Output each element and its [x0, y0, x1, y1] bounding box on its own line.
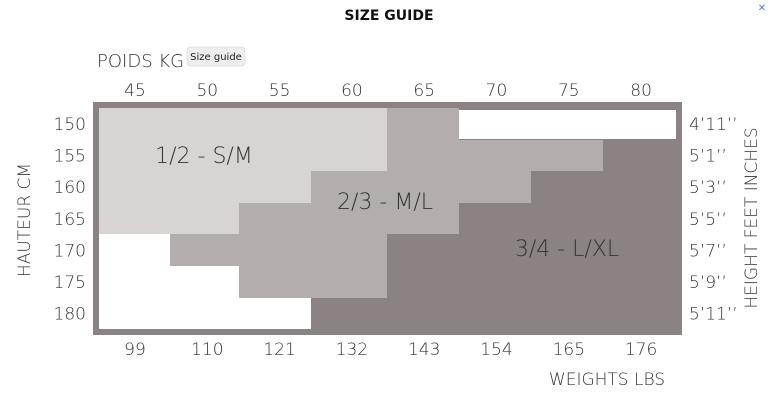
right-tick-label: 5’11’’	[689, 305, 738, 325]
bottom-axis-title: WEIGHTS LBS	[549, 370, 665, 390]
left-axis-title: HAUTEUR CM	[15, 163, 35, 277]
zone-cell	[99, 203, 239, 234]
zone-label: 2/3 - M/L	[337, 190, 433, 215]
bottom-tick-label: 99	[124, 340, 146, 360]
zone-label: 3/4 - L/XL	[515, 237, 619, 262]
zone-cell	[387, 108, 459, 140]
top-tick-label: 60	[341, 81, 363, 101]
zone-cell	[99, 266, 239, 298]
right-tick-label: 5’7’’	[689, 241, 727, 261]
top-tick-label: 80	[630, 81, 652, 101]
zone-cell	[239, 266, 387, 298]
top-tick-label: 55	[269, 81, 291, 101]
right-tick-label: 5’1’’	[689, 147, 727, 167]
bottom-tick-label: 165	[553, 340, 585, 360]
zone-cell	[99, 140, 387, 171]
right-tick-label: 4’11’’	[689, 115, 738, 135]
bottom-tick-label: 154	[480, 340, 512, 360]
right-tick-label: 5’3’’	[689, 178, 727, 198]
zone-cell	[99, 234, 170, 266]
bottom-tick-label: 121	[263, 340, 295, 360]
zone-label: 1/2 - S/M	[155, 144, 253, 169]
zone-cell	[239, 203, 459, 234]
left-tick-label: 155	[54, 147, 86, 167]
right-tick-label: 5’5’’	[689, 210, 727, 230]
size-zones	[99, 108, 676, 329]
zone-cell	[99, 298, 311, 329]
top-tick-label: 65	[413, 81, 435, 101]
tick-labels: 45 50 55 60 65 70 75 80 99 110 121 132 143 154 165 176 1…	[54, 81, 738, 360]
zone-cell	[99, 108, 387, 140]
bottom-tick-label: 110	[191, 340, 223, 360]
top-tick-label: 50	[196, 81, 218, 101]
top-tick-label: 75	[558, 81, 580, 101]
zone-cell	[170, 234, 387, 266]
tooltip-box	[186, 46, 246, 67]
bottom-tick-label: 132	[336, 340, 368, 360]
top-tick-label: 45	[124, 81, 146, 101]
left-tick-label: 180	[54, 305, 86, 325]
bottom-tick-label: 176	[625, 340, 657, 360]
zone-cell	[311, 171, 531, 203]
page-title: SIZE GUIDE	[344, 8, 433, 24]
bottom-tick-label: 143	[408, 340, 440, 360]
zone-cell	[459, 110, 676, 139]
left-tick-label: 175	[54, 273, 86, 293]
tooltip: Size guide	[186, 46, 246, 67]
close-icon[interactable]: ✕	[758, 3, 766, 14]
left-tick-label: 150	[54, 115, 86, 135]
left-tick-label: 170	[54, 241, 86, 261]
left-tick-label: 165	[54, 210, 86, 230]
zone-cell	[387, 140, 603, 171]
right-tick-label: 5’9’’	[689, 273, 727, 293]
top-tick-label: 70	[486, 81, 508, 101]
zone-cell	[99, 171, 311, 203]
right-axis-title: HEIGHT FEET INCHES	[742, 127, 762, 308]
tooltip-text: Size guide	[190, 52, 242, 63]
top-axis-title: POIDS KG	[97, 51, 184, 72]
left-tick-label: 160	[54, 178, 86, 198]
